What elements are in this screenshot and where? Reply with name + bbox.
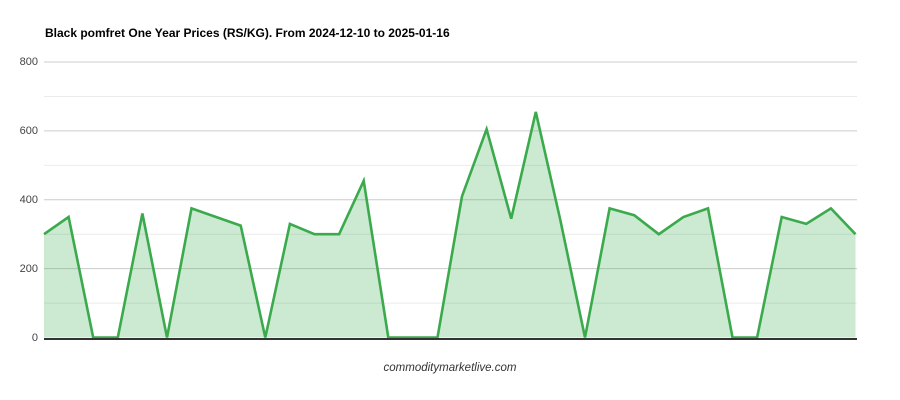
price-line <box>43 111 857 339</box>
watermark-text: commoditymarketlive.com <box>383 362 517 374</box>
minor-gridlines <box>44 95 857 304</box>
y-tick-label: 600 <box>19 124 38 137</box>
y-tick-label: 200 <box>19 262 38 275</box>
y-tick-label: 800 <box>19 56 38 68</box>
chart-title: Black pomfret One Year Prices (RS/KG). F… <box>45 26 450 40</box>
y-tick-label: 400 <box>19 193 38 206</box>
area-fill <box>44 111 856 338</box>
y-tick-label: 0 <box>31 331 38 344</box>
